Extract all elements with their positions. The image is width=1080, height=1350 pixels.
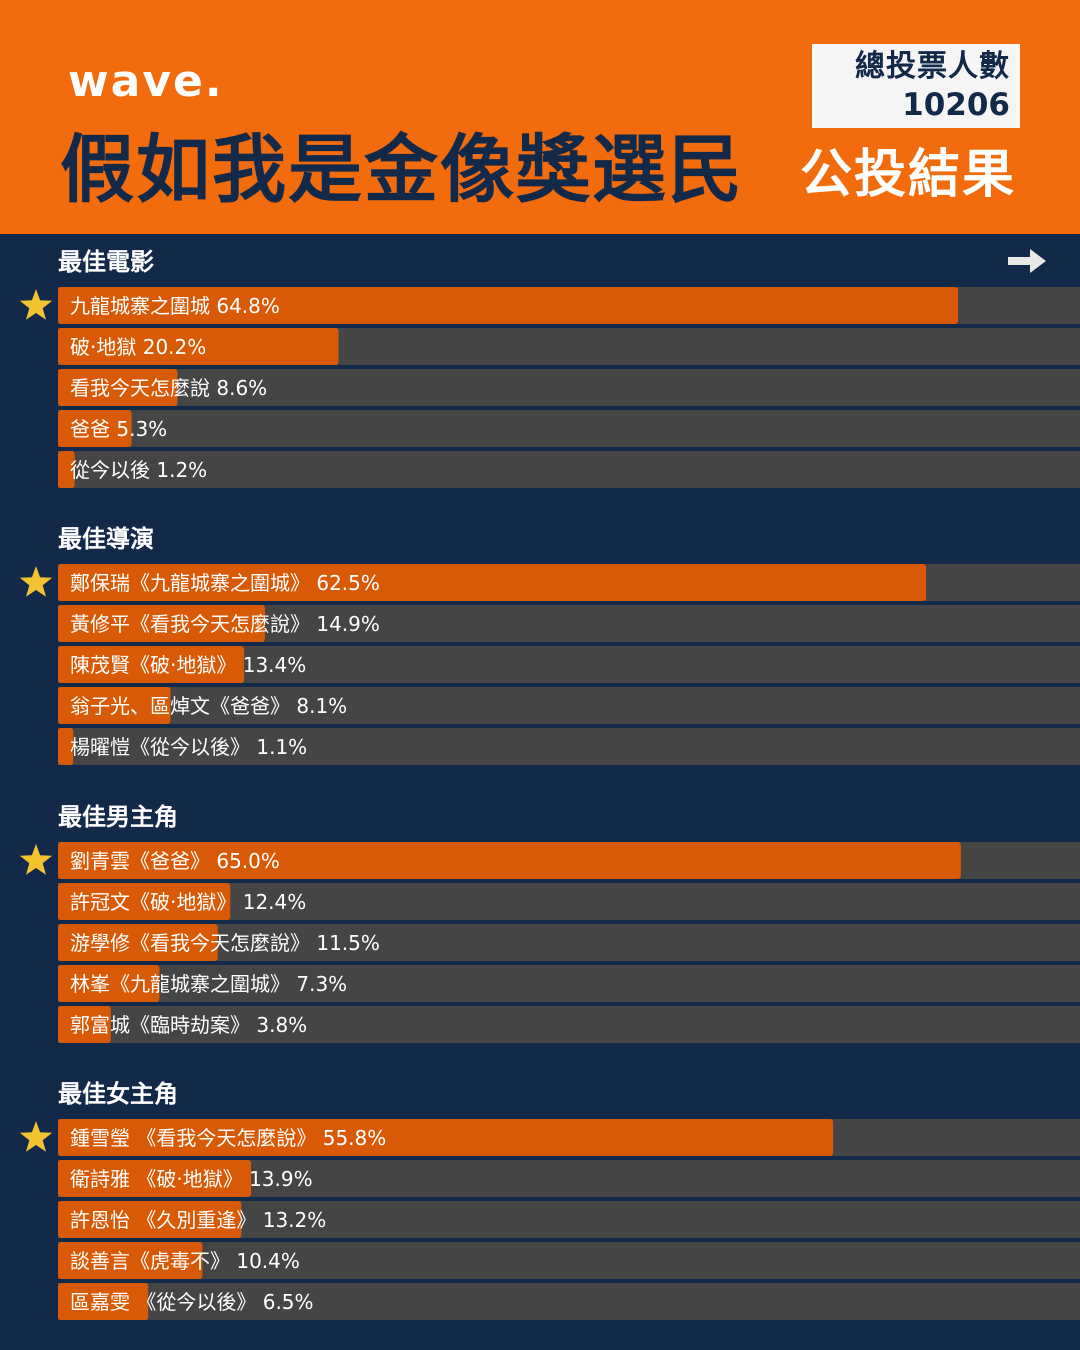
bar-label: 鍾雪瑩 《看我今天怎麼說》 55.8% [70, 1126, 386, 1150]
bar-label: 區嘉雯 《從今以後》 6.5% [70, 1290, 314, 1314]
bar-label: 劉青雲《爸爸》 65.0% [70, 849, 280, 873]
star-icon [19, 566, 53, 597]
bar [58, 287, 959, 324]
page-title: 假如我是金像獎選民 [60, 127, 744, 213]
bar [58, 646, 245, 683]
category-title: 最佳導演 [58, 525, 154, 553]
bar-track [58, 451, 1080, 488]
bar [58, 369, 178, 406]
bar-label: 衛詩雅 《破·地獄》 13.9% [70, 1167, 313, 1191]
bar-track [58, 924, 1080, 961]
bar [58, 564, 927, 601]
bar [58, 1242, 203, 1279]
bar-track [58, 1242, 1080, 1279]
bar [58, 1119, 834, 1156]
bar [58, 451, 75, 488]
bar-label: 郭富城《臨時劫案》 3.8% [70, 1013, 307, 1037]
bar-label: 看我今天怎麼說 8.6% [70, 376, 267, 400]
bar-track [58, 1006, 1080, 1043]
bar-track [58, 965, 1080, 1002]
bar-label: 談善言《虎毒不》 10.4% [70, 1249, 300, 1273]
star-icon [19, 844, 53, 875]
bar [58, 883, 231, 920]
bar-label: 翁子光、區焯文《爸爸》 8.1% [70, 694, 347, 718]
bar-track [58, 687, 1080, 724]
category-title: 最佳電影 [58, 248, 154, 276]
bar-label: 陳茂賢《破·地獄》 13.4% [70, 653, 306, 677]
bar-track [58, 1283, 1080, 1320]
bar [58, 605, 265, 642]
bar [58, 410, 132, 447]
bar-label: 爸爸 5.3% [70, 417, 167, 441]
bar-label: 林峯《九龍城寨之圍城》 7.3% [70, 972, 347, 996]
header-banner: wave. 假如我是金像獎選民 總投票人數 10206 公投結果 [0, 0, 1080, 234]
bar-label: 楊曜愷《從今以後》 1.1% [70, 735, 307, 759]
bar-label: 破·地獄 20.2% [70, 335, 206, 359]
bar [58, 687, 171, 724]
results-label: 公投結果 [800, 145, 1017, 205]
bar-track [58, 728, 1080, 765]
bar [58, 1201, 242, 1238]
bar-track [58, 369, 1080, 406]
category-title: 最佳男主角 [58, 803, 178, 831]
wave-logo: wave. [68, 56, 224, 107]
bar-track [58, 410, 1080, 447]
bar-label: 游學修《看我今天怎麼說》 11.5% [70, 931, 380, 955]
bar [58, 965, 160, 1002]
bar-label: 許恩怡 《久別重逢》 13.2% [70, 1208, 326, 1232]
total-votes-label: 總投票人數 [855, 49, 1010, 84]
bar-label: 鄭保瑞《九龍城寨之圍城》 62.5% [70, 571, 380, 595]
bar-label: 九龍城寨之圍城 64.8% [70, 294, 280, 318]
bar [58, 728, 74, 765]
total-votes-box: 總投票人數 10206 [812, 44, 1020, 128]
arrow-right-icon[interactable] [1006, 246, 1048, 276]
total-votes-value: 10206 [902, 87, 1010, 123]
bar [58, 1160, 252, 1197]
star-icon [19, 289, 53, 320]
bar [58, 842, 961, 879]
star-icon [19, 1121, 53, 1152]
bar-label: 黃修平《看我今天怎麼說》 14.9% [70, 612, 380, 636]
category-title: 最佳女主角 [58, 1080, 178, 1108]
bar-label: 許冠文《破·地獄》 12.4% [70, 890, 306, 914]
bar [58, 328, 339, 365]
bar-label: 從今以後 1.2% [70, 458, 207, 482]
bar [58, 1283, 149, 1320]
bar [58, 1006, 111, 1043]
bar [58, 924, 218, 961]
